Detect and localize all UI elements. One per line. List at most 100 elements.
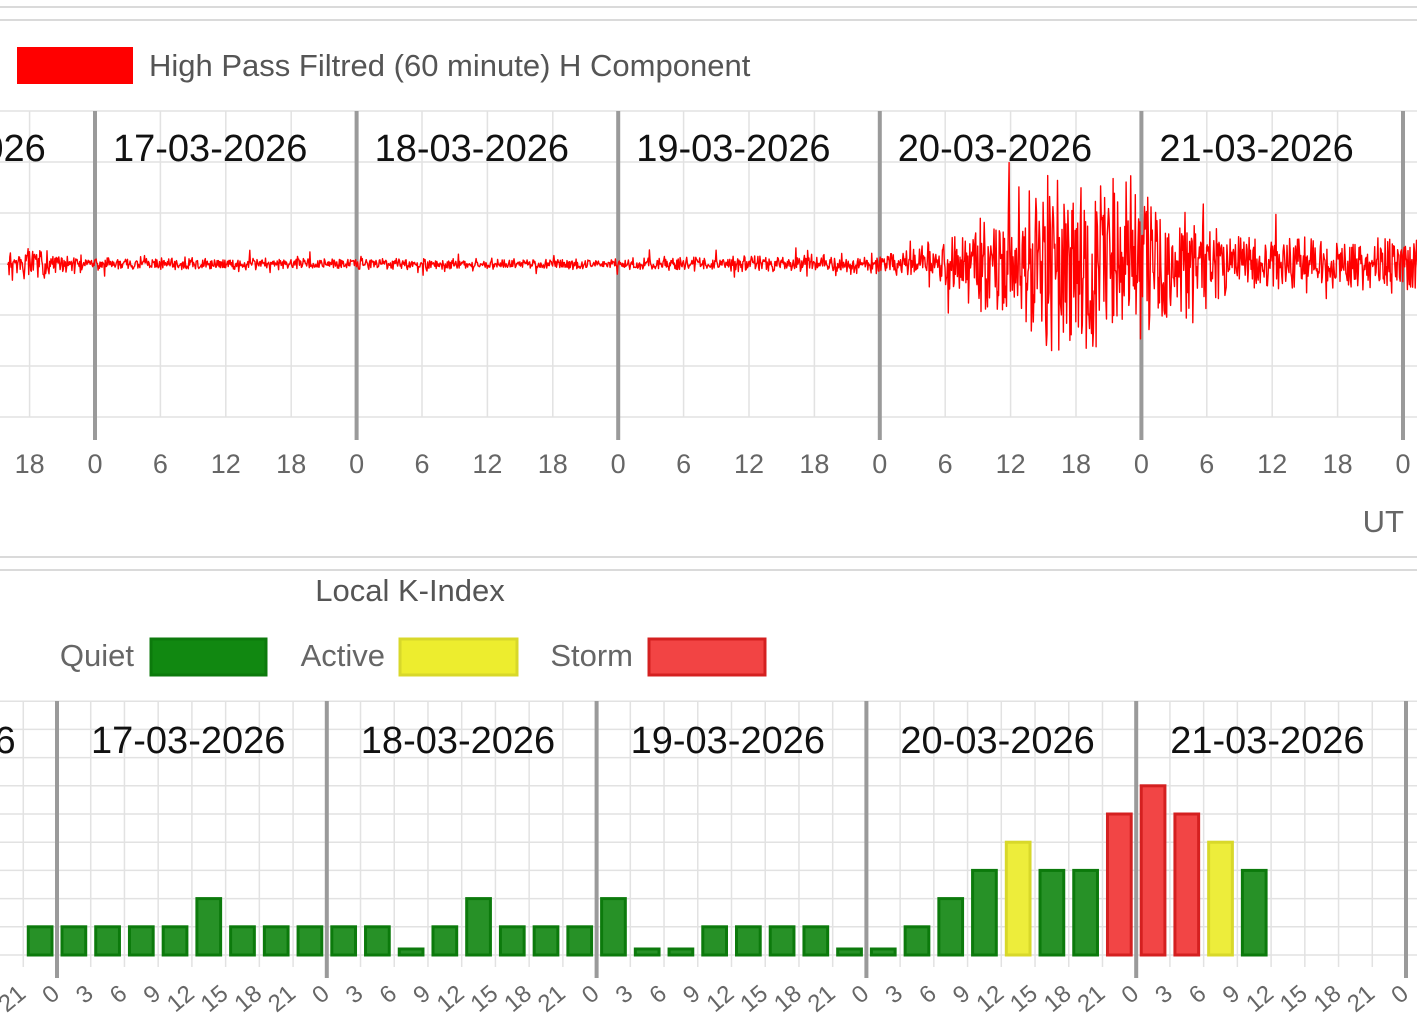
k-index-bar bbox=[1207, 840, 1234, 957]
k-index-bar bbox=[94, 925, 121, 957]
hour-tick-label: 18 bbox=[1061, 449, 1091, 479]
k-index-bar bbox=[60, 925, 88, 957]
date-label: 18-03-2026 bbox=[361, 720, 555, 762]
hour-tick-label: 6 bbox=[1199, 449, 1214, 479]
k-index-bar bbox=[1072, 868, 1099, 957]
k-index-bar bbox=[127, 925, 155, 957]
top-divider bbox=[0, 6, 1417, 8]
date-label: 17-03-2026 bbox=[91, 720, 285, 762]
hour-tick-label: 0 bbox=[611, 449, 626, 479]
legend-label-storm: Storm bbox=[550, 638, 633, 673]
k-index-bars bbox=[26, 784, 1268, 957]
hour-tick-label: 12 bbox=[1241, 980, 1279, 1013]
hour-tick-label: 0 bbox=[37, 980, 65, 1009]
hour-tick-label: 15 bbox=[196, 980, 234, 1013]
hour-tick-label: 0 bbox=[577, 980, 605, 1009]
h-component-date-labels: 16-03-2026 17-03-2026 18-03-2026 19-03-2026… bbox=[0, 128, 1354, 170]
hour-tick-label: 9 bbox=[948, 980, 976, 1009]
date-label: 19-03-2026 bbox=[636, 128, 830, 170]
k-index-bar bbox=[566, 925, 594, 957]
x-axis-label-ut: UT bbox=[1363, 504, 1404, 539]
legend-swatch-h-component bbox=[17, 47, 133, 84]
hour-tick-label: 12 bbox=[702, 980, 740, 1013]
legend-swatch-active bbox=[398, 637, 519, 677]
hour-tick-label: 6 bbox=[644, 980, 672, 1009]
k-index-legend: Quiet Active Storm bbox=[60, 637, 767, 677]
k-index-bar bbox=[903, 925, 931, 957]
hour-tick-label: 9 bbox=[1218, 980, 1246, 1009]
date-label: 21-03-2026 bbox=[1159, 128, 1353, 170]
k-index-bar bbox=[229, 925, 256, 957]
hour-tick-label: 3 bbox=[1150, 980, 1178, 1009]
hour-tick-label: 9 bbox=[138, 980, 166, 1009]
date-label: 21-03-2026 bbox=[1170, 720, 1364, 762]
date-label: 18-03-2026 bbox=[375, 128, 569, 170]
hour-tick-label: 15 bbox=[465, 980, 503, 1013]
k-index-bar bbox=[431, 925, 459, 957]
hour-tick-label: 15 bbox=[1005, 980, 1043, 1013]
hour-tick-label: 0 bbox=[307, 980, 335, 1009]
hour-tick-label: 18 bbox=[769, 980, 807, 1013]
hour-tick-label: 6 bbox=[938, 449, 953, 479]
hour-tick-label: 21 bbox=[803, 980, 841, 1013]
k-index-bar bbox=[937, 897, 965, 957]
k-index-bar bbox=[330, 925, 358, 957]
k-index-bar bbox=[397, 947, 425, 957]
section-divider-top bbox=[0, 19, 1417, 21]
hour-tick-label: 12 bbox=[432, 980, 470, 1013]
hour-tick-label: 18 bbox=[229, 980, 267, 1013]
hour-tick-label: 12 bbox=[1257, 449, 1287, 479]
h-component-legend: High Pass Filtred (60 minute) H Componen… bbox=[17, 47, 751, 84]
hour-tick-label: 6 bbox=[153, 449, 168, 479]
hour-tick-label: 0 bbox=[847, 980, 875, 1009]
hour-tick-label: 21 bbox=[533, 980, 571, 1013]
k-index-bar bbox=[1240, 868, 1268, 957]
k-index-bar bbox=[1038, 868, 1066, 957]
hour-tick-label: 0 bbox=[87, 449, 102, 479]
k-index-bar bbox=[296, 925, 324, 957]
hour-tick-label: 18 bbox=[499, 980, 537, 1013]
hour-tick-label: 9 bbox=[408, 980, 436, 1009]
legend-swatch-quiet bbox=[149, 637, 268, 677]
hour-tick-label: 6 bbox=[676, 449, 691, 479]
legend-label-h-component: High Pass Filtred (60 minute) H Componen… bbox=[149, 48, 751, 83]
hour-tick-label: 6 bbox=[914, 980, 942, 1009]
hour-tick-label: 21 bbox=[0, 980, 31, 1013]
hour-tick-label: 12 bbox=[996, 449, 1026, 479]
hour-tick-label: 18 bbox=[276, 449, 306, 479]
hour-tick-label: 18 bbox=[1039, 980, 1077, 1013]
section-divider-middle bbox=[0, 556, 1417, 558]
k-index-bar bbox=[600, 897, 627, 957]
hour-tick-label: 6 bbox=[1184, 980, 1212, 1009]
hour-tick-label: 9 bbox=[678, 980, 706, 1009]
hour-tick-label: 3 bbox=[611, 980, 639, 1009]
legend-label-quiet: Quiet bbox=[60, 638, 134, 673]
hour-tick-label: 0 bbox=[1134, 449, 1149, 479]
k-index-bar bbox=[1004, 840, 1032, 957]
hour-tick-label: 21 bbox=[1073, 980, 1111, 1013]
hour-tick-label: 0 bbox=[349, 449, 364, 479]
k-index-bar bbox=[195, 897, 223, 957]
k-index-bar bbox=[701, 925, 729, 957]
k-index-title: Local K-Index bbox=[315, 573, 505, 608]
hour-tick-label: 18 bbox=[1323, 449, 1353, 479]
legend-label-active: Active bbox=[301, 638, 385, 673]
hour-tick-label: 3 bbox=[71, 980, 99, 1009]
hour-tick-label: 0 bbox=[1395, 449, 1410, 479]
k-index-bar bbox=[498, 925, 526, 957]
h-component-hour-ticks: 18 0 6 12 18 0 6 12 18 0 6 12 18 0 6 12 18 0 6 12 18 0 bbox=[15, 449, 1411, 479]
k-index-bar bbox=[1105, 812, 1133, 957]
hour-tick-label: 18 bbox=[538, 449, 568, 479]
k-index-bar bbox=[262, 925, 290, 957]
k-index-bar bbox=[161, 925, 189, 957]
hour-tick-label: 18 bbox=[15, 449, 45, 479]
k-index-bar bbox=[364, 925, 391, 957]
k-index-bar bbox=[1173, 812, 1201, 957]
date-label: 20-03-2026 bbox=[900, 720, 1094, 762]
hour-tick-label: 12 bbox=[734, 449, 764, 479]
k-index-bar bbox=[1139, 784, 1167, 957]
hour-tick-label: 3 bbox=[880, 980, 908, 1009]
legend-swatch-storm bbox=[647, 637, 767, 677]
hour-tick-label: 0 bbox=[1116, 980, 1144, 1009]
hour-tick-label: 12 bbox=[211, 449, 241, 479]
